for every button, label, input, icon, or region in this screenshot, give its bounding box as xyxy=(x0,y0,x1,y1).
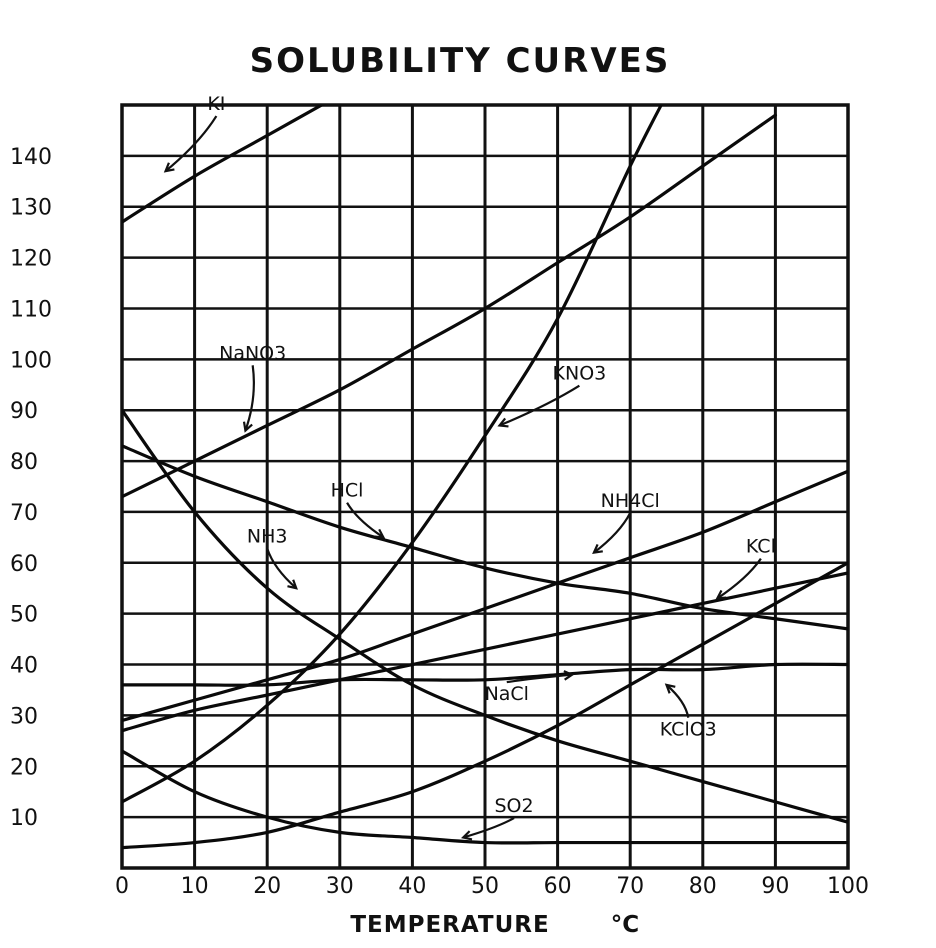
curve-kcl xyxy=(122,571,848,733)
y-tick-label: 120 xyxy=(10,247,52,272)
curve-so2 xyxy=(122,749,848,845)
curve-kclo3 xyxy=(122,561,848,850)
label-arrowhead-kcl xyxy=(715,589,727,600)
label-arrowhead-nacl xyxy=(563,670,575,681)
x-tick-label: 10 xyxy=(181,874,209,899)
x-tick-label: 90 xyxy=(761,874,789,899)
y-tick-label: 60 xyxy=(10,552,38,577)
y-tick-label: 70 xyxy=(10,501,38,526)
label-arrowhead-so2 xyxy=(461,830,473,841)
label-arrow-kcl xyxy=(716,558,762,600)
label-arrow-kno3 xyxy=(499,384,580,427)
y-tick-label: 10 xyxy=(10,806,38,831)
label-arrow-so2 xyxy=(462,817,515,839)
label-arrow-nacl xyxy=(506,673,573,684)
label-arrowhead-nh3 xyxy=(287,579,298,590)
label-arrowhead-kno3 xyxy=(497,417,509,428)
y-tick-label: 100 xyxy=(10,348,52,373)
curve-label-kclo3: KClO3 xyxy=(660,719,717,741)
y-tick-label: 20 xyxy=(10,755,38,780)
label-arrow-nh3 xyxy=(266,548,297,590)
y-tick-label: 80 xyxy=(10,450,38,475)
curve-ki xyxy=(122,105,325,224)
x-axis-ticks: 0 10 20 30 40 50 60 70 80 90 100 xyxy=(115,874,869,899)
curve-nacl xyxy=(122,662,848,687)
y-tick-label: 40 xyxy=(10,654,38,679)
label-arrow-ki xyxy=(164,115,218,172)
curve-label-kcl: KCl xyxy=(746,536,776,558)
label-arrowhead-nano3 xyxy=(242,421,253,433)
curve-label-kno3: KNO3 xyxy=(553,363,607,385)
x-axis-unit: °C xyxy=(611,912,639,938)
label-arrow-hcl xyxy=(346,502,384,539)
y-tick-label: 50 xyxy=(10,603,38,628)
x-tick-label: 60 xyxy=(544,874,572,899)
label-arrow-nh4cl xyxy=(593,512,632,554)
grid xyxy=(122,105,848,868)
y-tick-label: 110 xyxy=(10,297,52,322)
x-tick-label: 80 xyxy=(689,874,717,899)
curve-label-nano3: NaNO3 xyxy=(219,342,286,364)
y-tick-label: 90 xyxy=(10,399,38,424)
label-arrow-nano3 xyxy=(244,365,255,431)
x-tick-label: 30 xyxy=(326,874,354,899)
curves xyxy=(122,105,848,850)
y-tick-label: 130 xyxy=(10,196,52,221)
label-arrowhead-ki xyxy=(163,162,175,173)
y-axis-ticks: 140 130 120 110 100 90 80 70 60 50 40 30 20 10 xyxy=(10,145,52,831)
curve-kno3 xyxy=(122,105,664,804)
x-tick-label: 40 xyxy=(398,874,426,899)
curve-label-so2: SO2 xyxy=(494,795,533,817)
x-axis-label: TEMPERATURE xyxy=(350,912,549,938)
label-arrow-kclo3 xyxy=(665,684,690,718)
curve-label-ki: KI xyxy=(207,93,225,115)
curve-nano3 xyxy=(122,113,777,499)
curve-label-nh3: NH3 xyxy=(247,525,288,547)
curve-label-nh4cl: NH4Cl xyxy=(601,490,660,512)
chart-title: SOLUBILITY CURVES xyxy=(250,41,671,81)
label-arrowhead-hcl xyxy=(374,528,386,539)
x-tick-label: 100 xyxy=(827,874,869,899)
label-arrowhead-nh4cl xyxy=(592,543,603,555)
x-tick-label: 20 xyxy=(253,874,281,899)
x-tick-label: 70 xyxy=(616,874,644,899)
x-tick-label: 0 xyxy=(115,874,129,899)
label-arrowhead-kclo3 xyxy=(664,683,676,694)
curve-hcl xyxy=(122,444,848,631)
y-tick-label: 30 xyxy=(10,704,38,729)
plot-border xyxy=(120,103,850,870)
plot-frame xyxy=(120,103,850,870)
x-tick-label: 50 xyxy=(471,874,499,899)
curve-label-nacl: NaCl xyxy=(485,683,529,705)
curve-label-hcl: HCl xyxy=(331,480,364,502)
y-tick-label: 140 xyxy=(10,145,52,170)
curve-nh3 xyxy=(122,408,848,824)
curve-labels: KI NaNO3 KNO3 HCl NH4Cl KCl NH3 NaCl KClO3 SO2 xyxy=(163,93,776,841)
